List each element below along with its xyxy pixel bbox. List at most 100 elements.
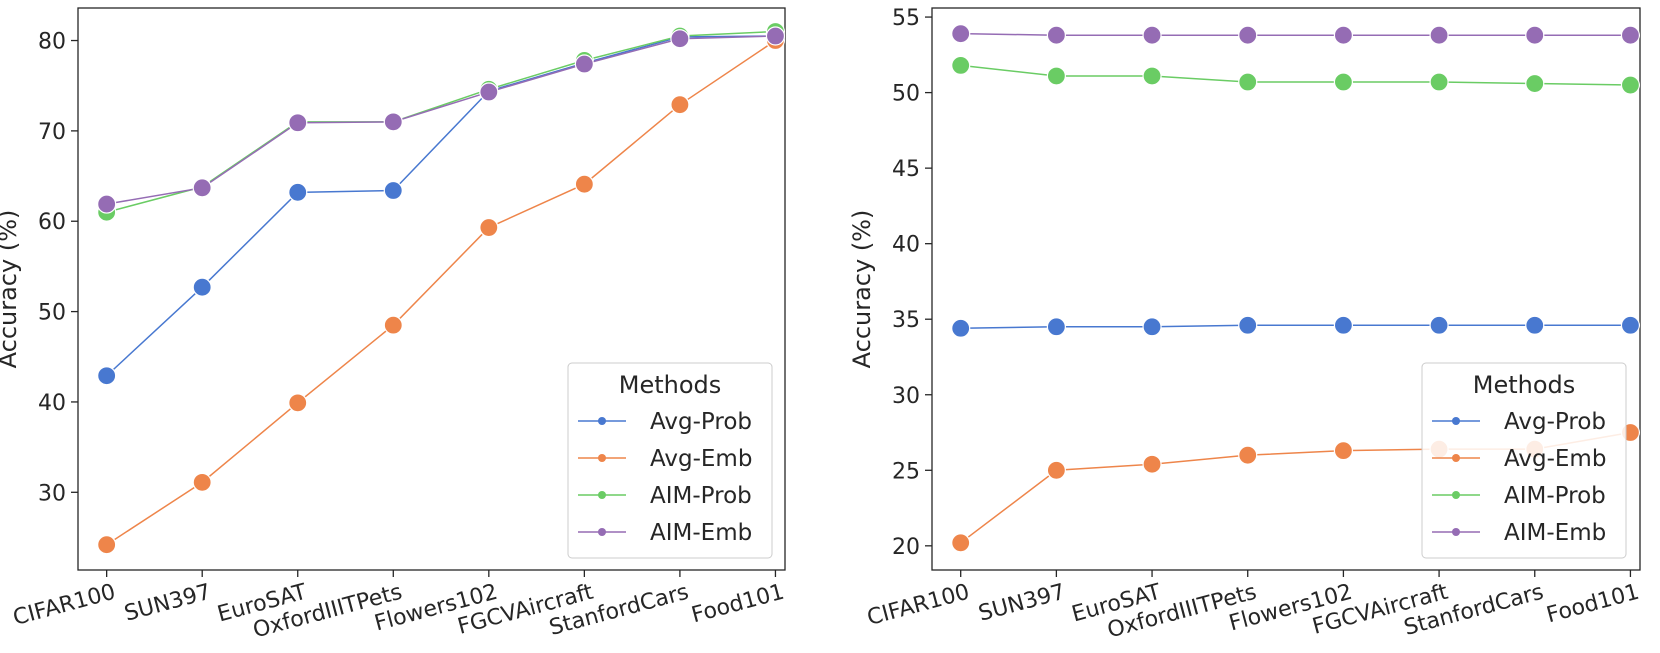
- data-point: [1046, 66, 1066, 86]
- data-point: [951, 318, 971, 338]
- legend-swatch-marker: [1452, 491, 1460, 499]
- legend-entry: Avg-Emb: [1432, 446, 1606, 472]
- legend: Methods Avg-Prob Avg-Emb AIM-Prob AIM-Emb: [1421, 362, 1627, 559]
- legend-title: Methods: [1473, 371, 1576, 399]
- legend-box: [567, 362, 773, 559]
- data-point: [1142, 66, 1162, 86]
- data-point: [479, 82, 499, 102]
- data-point: [383, 112, 403, 132]
- legend-title: Methods: [619, 371, 722, 399]
- series-line: [960, 32, 1631, 36]
- x-tick-label: Food101: [689, 580, 787, 629]
- legend-entry: AIM-Prob: [578, 483, 752, 509]
- legend-entry: AIM-Emb: [578, 520, 752, 546]
- series-aim-prob: [951, 55, 1641, 95]
- legend-label: AIM-Emb: [1504, 520, 1606, 546]
- legend-label: AIM-Emb: [650, 520, 752, 546]
- series-line: [106, 35, 776, 377]
- legend-label: Avg-Emb: [1504, 446, 1606, 472]
- data-point: [765, 26, 786, 46]
- legend-label: Avg-Prob: [1504, 409, 1606, 435]
- data-point: [288, 113, 308, 133]
- y-tick-label: 25: [892, 459, 920, 484]
- y-tick-label: 30: [892, 384, 920, 409]
- y-tick-label: 30: [38, 481, 66, 506]
- data-point: [192, 277, 212, 297]
- y-tick-label: 35: [892, 308, 920, 333]
- legend-entry: Avg-Prob: [578, 409, 752, 435]
- data-point: [1525, 25, 1545, 45]
- legend-swatch-marker: [598, 528, 606, 536]
- y-axis-label: Accuracy (%): [0, 210, 22, 369]
- data-point: [1429, 72, 1449, 92]
- series-line: [106, 39, 776, 546]
- data-point: [1525, 315, 1545, 335]
- data-point: [1620, 25, 1641, 45]
- data-point: [1429, 25, 1449, 45]
- data-point: [479, 217, 499, 238]
- series-avg-prob: [97, 26, 786, 386]
- data-point: [1333, 72, 1354, 92]
- series-avg-prob: [951, 315, 1641, 338]
- data-point: [192, 472, 212, 492]
- data-point: [1525, 73, 1545, 94]
- data-point: [97, 194, 117, 214]
- data-point: [670, 29, 690, 49]
- data-point: [1238, 315, 1258, 335]
- series-aim-emb: [951, 24, 1641, 45]
- data-point: [1238, 72, 1258, 92]
- data-point: [951, 533, 971, 553]
- data-point: [288, 182, 308, 202]
- y-tick-label: 50: [892, 82, 920, 107]
- x-tick-label: CIFAR100: [865, 580, 973, 631]
- data-point: [383, 315, 403, 335]
- data-point: [288, 393, 308, 413]
- data-point: [1238, 445, 1258, 465]
- legend-entry: AIM-Emb: [1432, 520, 1606, 546]
- legend-label: Avg-Emb: [650, 446, 752, 472]
- y-tick-label: 40: [38, 391, 66, 416]
- data-point: [1142, 317, 1162, 337]
- series-line: [960, 64, 1631, 86]
- y-tick-label: 20: [892, 535, 920, 560]
- legend-label: AIM-Prob: [1504, 483, 1606, 509]
- legend-entry: Avg-Prob: [1432, 409, 1606, 435]
- data-point: [1142, 454, 1162, 474]
- legend-box: [1421, 362, 1627, 559]
- x-tick-label: SUN397: [122, 580, 214, 627]
- data-point: [1238, 25, 1258, 45]
- data-point: [1046, 317, 1066, 337]
- y-tick-label: 70: [38, 120, 66, 145]
- legend-swatch-marker: [1452, 528, 1460, 536]
- series-line: [106, 35, 776, 205]
- legend: Methods Avg-Prob Avg-Emb AIM-Prob AIM-Emb: [567, 362, 773, 559]
- y-tick-label: 40: [892, 233, 920, 258]
- data-point: [1620, 315, 1641, 335]
- legend-swatch-marker: [598, 417, 606, 425]
- data-point: [1333, 315, 1354, 335]
- legend-label: Avg-Prob: [650, 409, 752, 435]
- data-point: [192, 178, 212, 198]
- data-point: [574, 174, 594, 194]
- data-point: [1046, 460, 1066, 480]
- y-tick-label: 80: [38, 30, 66, 55]
- y-axis-label: Accuracy (%): [848, 210, 876, 369]
- data-point: [1620, 75, 1641, 95]
- series-aim-emb: [97, 26, 786, 214]
- data-point: [1142, 25, 1162, 45]
- legend-swatch-marker: [1452, 417, 1460, 425]
- legend-swatch-marker: [1452, 454, 1460, 462]
- data-point: [670, 95, 690, 115]
- y-tick-label: 50: [38, 301, 66, 326]
- x-tick-label: Food101: [1544, 580, 1642, 629]
- plot-frame: [931, 7, 1641, 571]
- data-point: [951, 55, 971, 76]
- data-point: [97, 366, 117, 386]
- data-point: [1333, 25, 1354, 45]
- data-point: [383, 180, 403, 201]
- data-point: [951, 24, 971, 44]
- legend-swatch-marker: [598, 491, 606, 499]
